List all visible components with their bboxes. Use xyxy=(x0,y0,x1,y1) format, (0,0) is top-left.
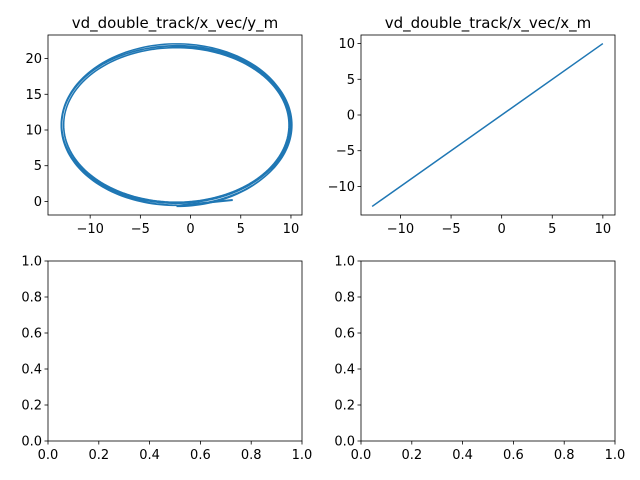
y-tick-label: 0.8 xyxy=(21,291,42,306)
x-tick-label: 0.4 xyxy=(452,448,473,463)
x-tick-label: −10 xyxy=(387,222,414,237)
x-tick-label: 0.4 xyxy=(139,448,160,463)
subplot-title: vd_double_track/x_vec/x_m xyxy=(385,14,592,33)
y-tick-label: 0.6 xyxy=(334,327,355,342)
x-tick-label: 0.8 xyxy=(241,448,262,463)
y-tick-label: 0 xyxy=(34,195,42,210)
y-tick-label: 10 xyxy=(25,124,42,139)
x-tick-label: 5 xyxy=(237,222,245,237)
axes-frame xyxy=(360,260,616,442)
subplot-title: vd_double_track/x_vec/y_m xyxy=(72,14,279,33)
x-tick-label: −5 xyxy=(441,222,460,237)
series-line-0 xyxy=(371,42,604,208)
x-tick-label: 0.8 xyxy=(554,448,575,463)
axes-frame xyxy=(47,260,303,442)
x-tick-label: 0.2 xyxy=(401,448,422,463)
x-tick-label: 0 xyxy=(186,222,194,237)
subplot-1: −10 −5 0 5 10 0 5 10 15 20 vd_double_track/x_vec/y… xyxy=(25,14,303,237)
x-tick-label: 10 xyxy=(283,222,300,237)
y-tick-label: 0.4 xyxy=(334,363,355,378)
subplot-4: 0.0 0.2 0.4 0.6 0.8 1.0 0.0 0.2 0.4 0.6 0.8 1.0 xyxy=(334,255,625,464)
plot-area xyxy=(60,43,293,208)
y-tick-label: 0 xyxy=(347,109,355,124)
plot-area xyxy=(371,42,604,208)
x-tick-label: 5 xyxy=(548,222,556,237)
x-tick-label: 0.0 xyxy=(38,448,59,463)
y-tick-label: 5 xyxy=(34,159,42,174)
y-tick-label: 15 xyxy=(25,88,42,103)
axes-frame xyxy=(47,34,303,216)
axes-frame xyxy=(360,34,616,216)
y-tick-label: 0.2 xyxy=(334,399,355,414)
x-tick-label: 0.6 xyxy=(190,448,211,463)
y-tick-label: 0.4 xyxy=(21,363,42,378)
y-tick-label: 0.8 xyxy=(334,291,355,306)
y-tick-label: 5 xyxy=(347,73,355,88)
y-tick-label: 0.6 xyxy=(21,327,42,342)
y-tick-label: 0.0 xyxy=(21,435,42,450)
y-tick-label: 10 xyxy=(338,37,355,52)
x-tick-label: 0.0 xyxy=(351,448,372,463)
y-tick-label: 0.2 xyxy=(21,399,42,414)
series-start-segment xyxy=(176,199,233,207)
x-tick-label: 10 xyxy=(595,222,612,237)
x-tick-label: −5 xyxy=(131,222,150,237)
y-tick-label: 20 xyxy=(25,52,42,67)
x-tick-label: 0 xyxy=(498,222,506,237)
x-tick-label: −10 xyxy=(76,222,103,237)
x-tick-label: 0.2 xyxy=(88,448,109,463)
y-tick-label: 1.0 xyxy=(21,255,42,270)
x-tick-label: 0.6 xyxy=(503,448,524,463)
subplot-2: −10 −5 0 5 10 −10 −5 0 5 10 vd_double_track/x_vec/… xyxy=(328,14,616,237)
subplot-3: 0.0 0.2 0.4 0.6 0.8 1.0 0.0 0.2 0.4 0.6 0.8 1.0 xyxy=(21,255,312,464)
series-line-0 xyxy=(60,43,293,208)
x-tick-label: 1.0 xyxy=(605,448,626,463)
y-tick-label: −10 xyxy=(328,180,355,195)
y-tick-label: 1.0 xyxy=(334,255,355,270)
y-tick-label: −5 xyxy=(336,144,355,159)
y-tick-label: 0.0 xyxy=(334,435,355,450)
x-tick-label: 1.0 xyxy=(292,448,313,463)
